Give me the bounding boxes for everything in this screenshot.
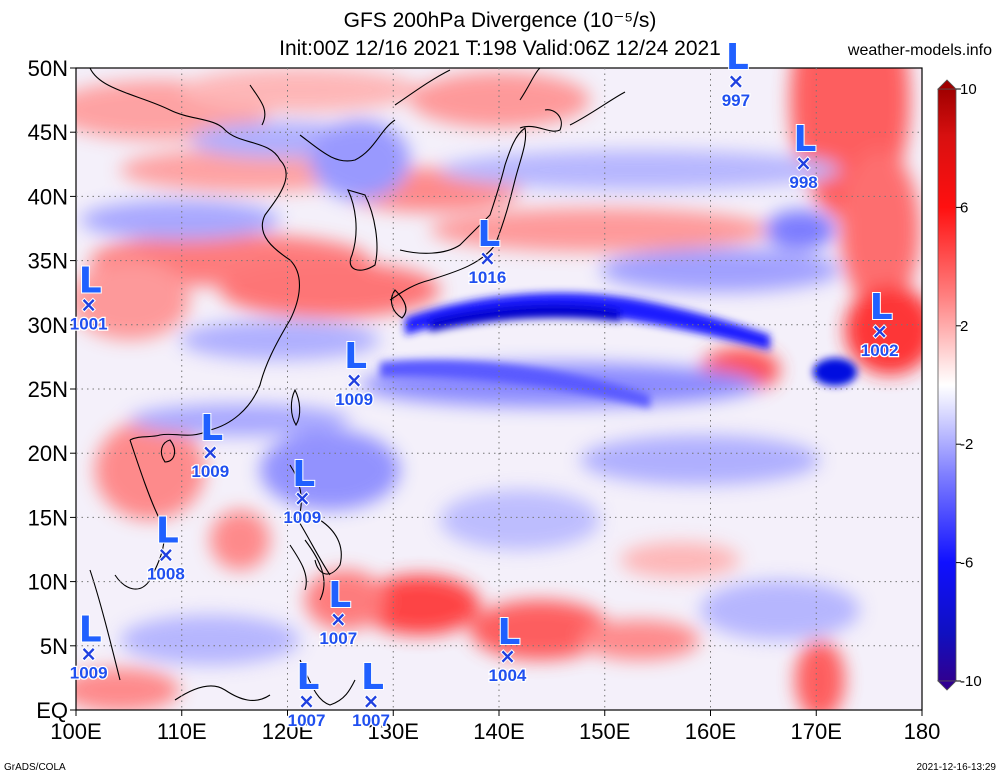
lat-tick-label: 45N <box>28 120 68 145</box>
lon-tick-label: 150E <box>579 719 630 744</box>
low-pressure-marker: L×1009 <box>190 407 230 482</box>
lat-tick-label: EQ <box>36 698 68 723</box>
low-letter: L <box>156 511 179 552</box>
lat-tick-label: 15N <box>28 505 68 530</box>
graticule <box>76 68 922 710</box>
low-pressure-value: 1016 <box>468 268 506 287</box>
footer-timestamp: 2021-12-16-13:29 <box>916 762 996 773</box>
low-pressure-value: 1009 <box>335 390 373 409</box>
low-pressure-marker: L×1002 <box>860 286 900 361</box>
lon-tick-label: 120E <box>262 719 313 744</box>
low-letter: L <box>292 454 315 495</box>
low-letter: L <box>297 657 320 698</box>
map-subtitle: Init:00Z 12/16 2021 T:198 Valid:06Z 12/2… <box>279 37 721 60</box>
low-center-mark: × <box>80 292 97 316</box>
low-pressure-value: 1004 <box>489 666 527 685</box>
low-pressure-value: 1002 <box>861 341 899 360</box>
lon-tick-label: 100E <box>50 719 101 744</box>
site-credit: weather-models.info <box>847 42 992 59</box>
low-letter: L <box>79 610 102 651</box>
low-center-mark: × <box>871 319 888 343</box>
low-pressure-marker: L×1007 <box>318 574 358 649</box>
lon-tick-label: 170E <box>791 719 842 744</box>
low-center-mark: × <box>330 607 347 631</box>
low-pressure-value: 1007 <box>288 711 326 730</box>
colorbar-ticks: 10 6 2 -2 -6 -10 <box>956 81 982 690</box>
lon-tick-label: 130E <box>368 719 419 744</box>
colorbar: 10 6 2 -2 -6 -10 <box>937 79 982 691</box>
low-pressure-marker: L×1009 <box>334 335 374 410</box>
low-letter: L <box>200 408 223 449</box>
low-pressure-marker: L×1008 <box>146 510 186 585</box>
low-center-mark: × <box>346 368 363 392</box>
lon-tick-label: 140E <box>473 719 524 744</box>
low-center-mark: × <box>298 689 315 713</box>
colorbar-tick-label: 2 <box>960 318 968 335</box>
low-pressure-value: 998 <box>789 173 817 192</box>
colorbar-tick-label: 6 <box>960 199 968 216</box>
footer-credit: GrADS/COLA <box>4 762 66 773</box>
low-pressure-value: 997 <box>722 91 750 110</box>
low-center-mark: × <box>363 689 380 713</box>
low-center-mark: × <box>499 644 516 668</box>
colorbar-tick-label: 10 <box>960 81 977 98</box>
low-pressure-value: 1007 <box>352 711 390 730</box>
longitude-axis: 100E 110E 120E 130E 140E 150E 160E 170E 180 <box>50 710 940 744</box>
low-center-mark: × <box>795 151 812 175</box>
low-center-mark: × <box>80 642 97 666</box>
low-pressure-marker: L×1001 <box>69 259 109 334</box>
lat-tick-label: 25N <box>28 377 68 402</box>
low-letter: L <box>497 612 520 653</box>
low-pressure-value: 1001 <box>70 314 108 333</box>
low-pressure-marker: L×1007 <box>351 656 391 731</box>
low-center-mark: × <box>158 543 175 567</box>
lon-tick-label: 110E <box>157 719 207 744</box>
low-letter: L <box>870 287 893 328</box>
lat-tick-label: 20N <box>28 441 68 466</box>
low-center-mark: × <box>294 486 311 510</box>
lat-tick-label: 30N <box>28 313 68 338</box>
low-center-mark: × <box>479 246 496 270</box>
low-pressure-marker: L×1016 <box>467 213 507 288</box>
colorbar-tick-label: -2 <box>960 436 973 453</box>
low-center-mark: × <box>727 69 744 93</box>
low-pressure-marker: L×1007 <box>286 656 326 731</box>
low-pressure-value: 1007 <box>319 629 357 648</box>
low-pressure-marker: L×1009 <box>69 609 109 684</box>
low-pressure-marker: L×1004 <box>487 611 528 686</box>
low-letter: L <box>361 657 384 698</box>
low-pressure-marker: L×998 <box>788 118 819 193</box>
lon-tick-label: 180 <box>904 719 941 744</box>
coastlines <box>89 68 626 706</box>
lon-tick-label: 160E <box>685 719 736 744</box>
colorbar-tick-label: -6 <box>960 555 973 572</box>
latitude-axis: EQ 5N 10N 15N 20N 25N 30N 35N 40N 45N 50N <box>28 56 76 723</box>
low-letter: L <box>79 260 102 301</box>
low-letter: L <box>794 119 817 160</box>
low-pressure-value: 1009 <box>191 462 229 481</box>
low-pressure-value: 1009 <box>70 664 108 683</box>
colorbar-tick-label: -10 <box>960 673 982 690</box>
divergence-field <box>76 68 922 710</box>
low-center-mark: × <box>202 440 219 464</box>
lat-tick-label: 35N <box>28 249 68 274</box>
lat-tick-label: 50N <box>28 56 68 81</box>
low-letter: L <box>344 336 367 377</box>
low-pressure-value: 1008 <box>147 565 185 584</box>
lat-tick-label: 40N <box>28 184 68 209</box>
low-letter: L <box>726 37 749 78</box>
low-pressure-marker: L×1009 <box>282 453 322 528</box>
low-pressure-marker: L×997 <box>720 36 751 111</box>
low-letter: L <box>477 214 500 255</box>
lat-tick-label: 10N <box>28 570 68 595</box>
map-title: GFS 200hPa Divergence (10⁻⁵/s) <box>343 9 657 32</box>
low-pressure-value: 1009 <box>283 508 321 527</box>
lat-tick-label: 5N <box>40 634 68 659</box>
low-letter: L <box>328 575 351 616</box>
